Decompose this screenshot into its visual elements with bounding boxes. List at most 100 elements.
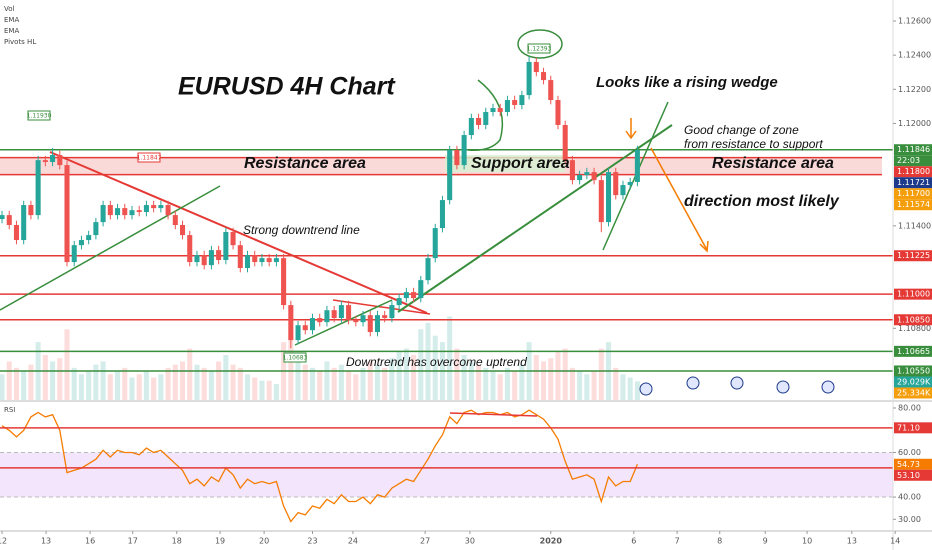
candle-body <box>411 292 417 299</box>
annotation: Resistance area <box>244 155 366 172</box>
candle-body <box>309 318 316 331</box>
price-tag-label: 1.11721 <box>897 178 930 187</box>
volume-bar <box>346 371 352 400</box>
candle-body <box>367 315 373 333</box>
event-icon <box>776 380 790 394</box>
level-lines <box>0 148 893 469</box>
volume-bar <box>64 329 70 400</box>
candle-body <box>533 61 539 73</box>
rsi-tick-label: 60.00 <box>898 448 921 457</box>
candle-body <box>389 305 395 319</box>
x-tick-label: 20 <box>259 537 269 546</box>
y-tick-label: 1.11400 <box>898 221 931 230</box>
volume-bar <box>122 367 128 400</box>
price-tag-label: 25.334K <box>897 388 931 397</box>
pivot-label: 1.11930 <box>27 113 52 120</box>
pivot-label: 1.11847 <box>137 155 162 162</box>
candle-body <box>569 160 575 181</box>
trend-line <box>332 299 431 315</box>
volume-bar <box>584 374 590 400</box>
candle-body <box>165 205 171 216</box>
pivot-label: 1.12393 <box>527 46 552 53</box>
price-tag <box>894 144 932 156</box>
volume-bar <box>620 374 626 400</box>
candle-body <box>64 165 70 263</box>
volume-bar <box>447 316 453 400</box>
volume-bar <box>100 361 106 400</box>
candle-body <box>331 310 337 319</box>
volume-bar <box>86 371 92 400</box>
volume-bar <box>519 364 525 400</box>
x-tick-label: 2020 <box>540 537 563 546</box>
volume-bar <box>382 367 388 400</box>
volume-bar <box>273 383 279 400</box>
volume-bar <box>432 335 438 400</box>
pivot-box <box>283 352 307 363</box>
volume-bar <box>216 361 222 400</box>
x-tick-label: 8 <box>717 537 722 546</box>
candle-body <box>317 318 323 323</box>
uptrend-line <box>0 185 221 311</box>
candle-body <box>627 181 633 186</box>
x-tick-label: 14 <box>890 537 900 546</box>
event-icon <box>821 380 835 394</box>
candle-body <box>143 205 149 213</box>
pivot-labels: 1.11930 1.11847 1.12393 1.10683 <box>27 43 552 363</box>
volume-bar <box>21 371 27 400</box>
volume-bar <box>230 364 236 400</box>
candle-body <box>129 210 135 216</box>
volume-bar <box>201 367 207 400</box>
candle-body <box>172 215 178 226</box>
candle-body <box>50 155 56 163</box>
candle-body <box>483 111 489 125</box>
candle-body <box>6 215 12 226</box>
pivot-box <box>27 110 51 121</box>
volume-bar <box>468 361 474 400</box>
event-icon <box>686 376 700 390</box>
candle-body <box>454 150 460 166</box>
volume-bar <box>353 374 359 400</box>
candle-body <box>382 315 388 319</box>
candle-body <box>21 205 27 241</box>
price-tag <box>894 155 932 167</box>
candle-body <box>613 172 619 196</box>
axes: 1.12600 1.12400 1.12200 1.12000 1.11400 1.108… <box>0 16 932 546</box>
candle-body <box>591 172 597 181</box>
candle-body <box>620 185 626 196</box>
volume-bar <box>208 371 214 400</box>
volume-bar <box>476 364 482 400</box>
volume-bar <box>418 329 424 400</box>
candle-body <box>237 245 243 269</box>
candle-body <box>252 255 258 263</box>
candle-body <box>324 310 330 323</box>
volume-bar <box>454 348 460 400</box>
candle-body <box>86 235 92 241</box>
candle-body <box>353 320 359 323</box>
volume-bar <box>266 380 272 400</box>
price-tag <box>894 458 932 470</box>
rsi-panel <box>0 409 893 523</box>
candle-body <box>288 305 294 341</box>
candle-body <box>634 150 640 182</box>
y-tick-label: 1.12000 <box>898 119 931 128</box>
volume-bar <box>367 361 373 400</box>
volume-bar <box>613 367 619 400</box>
rsi-title: RSI <box>4 406 15 414</box>
candle-body <box>42 160 48 163</box>
price-tag <box>894 469 932 481</box>
price-tag <box>894 376 932 388</box>
y-tick-label: 1.12400 <box>898 51 931 60</box>
candle-body <box>461 135 467 166</box>
price-tag-label: 22:03 <box>897 156 920 165</box>
volume-bar <box>259 380 265 400</box>
candle-body <box>584 172 590 175</box>
price-tag <box>894 166 932 178</box>
annotation: direction most likely <box>684 193 840 210</box>
x-tick-label: 6 <box>631 537 636 546</box>
candle-body <box>526 61 532 96</box>
candle-body <box>418 280 424 299</box>
volume-bar <box>13 367 19 400</box>
volume-bar <box>548 358 554 400</box>
annotation: Looks like a rising wedge <box>596 74 778 91</box>
